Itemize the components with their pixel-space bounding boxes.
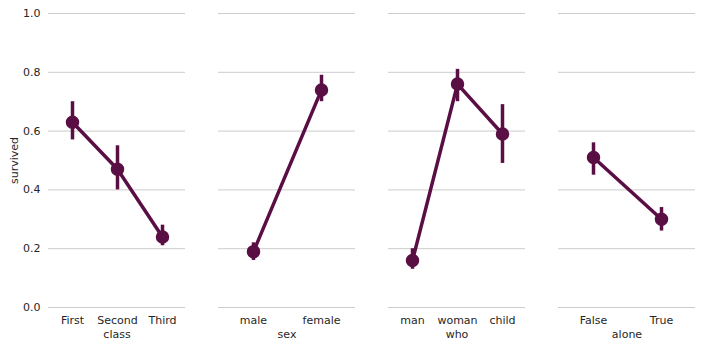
svg-text:1.0: 1.0: [23, 7, 41, 20]
svg-text:man: man: [400, 314, 424, 327]
svg-text:who: who: [446, 328, 469, 341]
svg-text:sex: sex: [278, 328, 297, 341]
svg-text:False: False: [580, 314, 608, 327]
svg-text:True: True: [649, 314, 674, 327]
svg-text:Third: Third: [147, 314, 176, 327]
svg-text:alone: alone: [612, 328, 642, 341]
svg-text:survived: survived: [8, 137, 21, 184]
svg-text:woman: woman: [437, 314, 477, 327]
svg-text:0.0: 0.0: [23, 301, 41, 314]
svg-text:Second: Second: [97, 314, 137, 327]
svg-text:0.8: 0.8: [23, 66, 41, 79]
svg-text:0.4: 0.4: [23, 183, 41, 196]
svg-text:child: child: [489, 314, 515, 327]
svg-text:First: First: [61, 314, 85, 327]
svg-text:0.6: 0.6: [23, 125, 41, 138]
svg-text:class: class: [103, 328, 131, 341]
svg-text:0.2: 0.2: [23, 242, 41, 255]
svg-text:male: male: [240, 314, 268, 327]
svg-text:female: female: [303, 314, 341, 327]
